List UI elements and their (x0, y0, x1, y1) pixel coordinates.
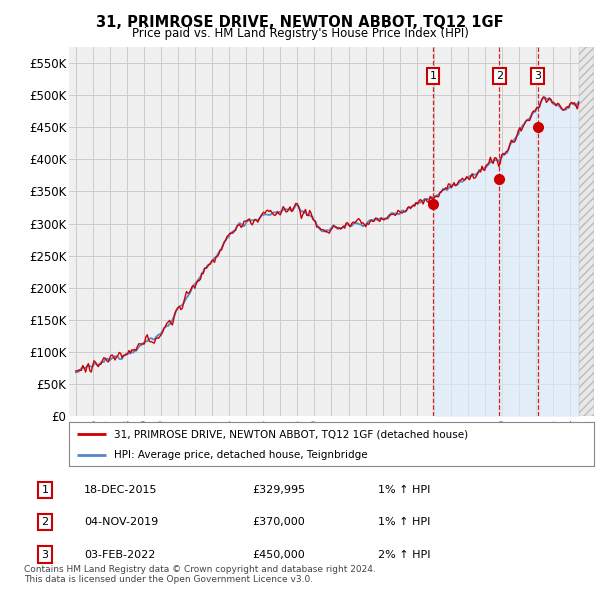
Text: 04-NOV-2019: 04-NOV-2019 (84, 517, 158, 527)
Text: 31, PRIMROSE DRIVE, NEWTON ABBOT, TQ12 1GF: 31, PRIMROSE DRIVE, NEWTON ABBOT, TQ12 1… (96, 15, 504, 30)
Text: 3: 3 (41, 550, 49, 559)
Text: 2: 2 (41, 517, 49, 527)
Text: 2: 2 (496, 71, 503, 81)
Text: 18-DEC-2015: 18-DEC-2015 (84, 485, 157, 494)
Text: £450,000: £450,000 (252, 550, 305, 559)
Text: HPI: Average price, detached house, Teignbridge: HPI: Average price, detached house, Teig… (113, 450, 367, 460)
Text: 1: 1 (41, 485, 49, 494)
Text: Contains HM Land Registry data © Crown copyright and database right 2024.: Contains HM Land Registry data © Crown c… (24, 565, 376, 574)
Text: 03-FEB-2022: 03-FEB-2022 (84, 550, 155, 559)
Text: 31, PRIMROSE DRIVE, NEWTON ABBOT, TQ12 1GF (detached house): 31, PRIMROSE DRIVE, NEWTON ABBOT, TQ12 1… (113, 430, 468, 439)
Text: 1% ↑ HPI: 1% ↑ HPI (378, 517, 430, 527)
Text: Price paid vs. HM Land Registry's House Price Index (HPI): Price paid vs. HM Land Registry's House … (131, 27, 469, 40)
Text: 1: 1 (430, 71, 437, 81)
Text: £329,995: £329,995 (252, 485, 305, 494)
Text: 2% ↑ HPI: 2% ↑ HPI (378, 550, 431, 559)
Text: 3: 3 (534, 71, 541, 81)
Text: £370,000: £370,000 (252, 517, 305, 527)
Text: This data is licensed under the Open Government Licence v3.0.: This data is licensed under the Open Gov… (24, 575, 313, 584)
Text: 1% ↑ HPI: 1% ↑ HPI (378, 485, 430, 494)
